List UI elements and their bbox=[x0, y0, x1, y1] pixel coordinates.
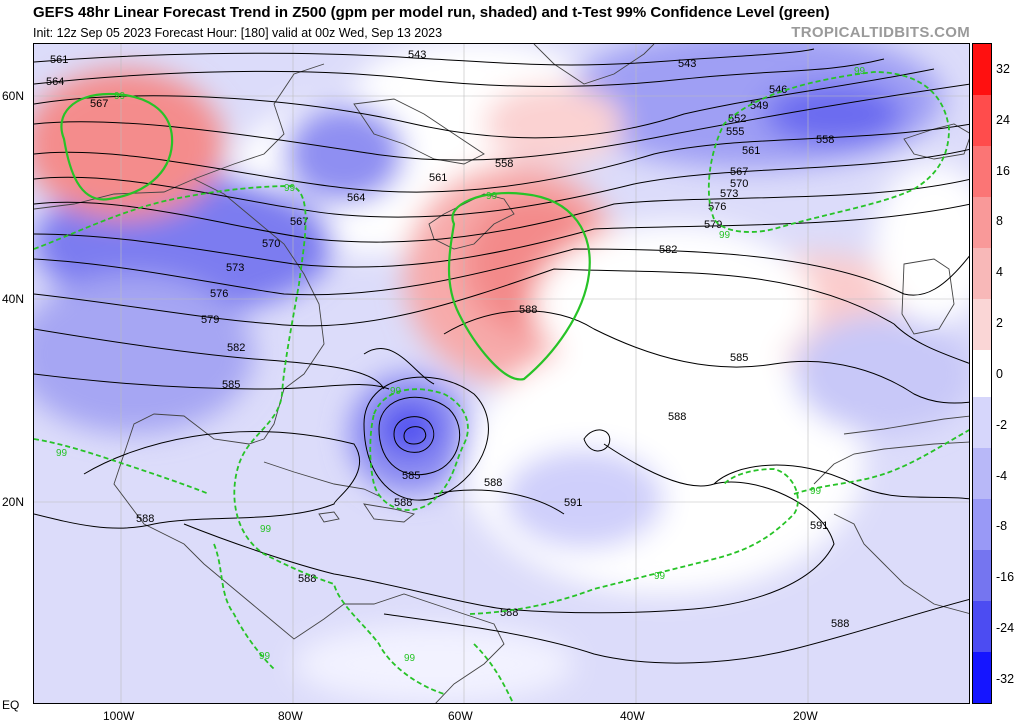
contour-label: 561 bbox=[429, 172, 447, 184]
colorbar-label: -32 bbox=[996, 672, 1015, 686]
lon-label-60w: 60W bbox=[448, 709, 473, 723]
contour-label: 567 bbox=[730, 166, 748, 178]
colorbar-label: -24 bbox=[996, 621, 1015, 635]
significance-label: 99 bbox=[114, 91, 126, 102]
chart-title: GEFS 48hr Linear Forecast Trend in Z500 … bbox=[33, 4, 830, 21]
contour-label: 588 bbox=[298, 573, 316, 585]
chart-subtitle: Init: 12z Sep 05 2023 Forecast Hour: [18… bbox=[33, 26, 443, 40]
colorbar-swatch bbox=[973, 448, 991, 499]
contour-label: 585 bbox=[730, 352, 748, 364]
contour-label: 558 bbox=[495, 158, 513, 170]
significance-label: 99 bbox=[719, 230, 731, 241]
colorbar-label: -16 bbox=[996, 570, 1015, 584]
contour-label: 582 bbox=[659, 244, 677, 256]
contour-label: 543 bbox=[678, 58, 696, 70]
contour-label: 567 bbox=[90, 98, 108, 110]
contour-label: 591 bbox=[810, 520, 828, 532]
colorbar-label: -2 bbox=[996, 418, 1008, 432]
colorbar-swatch bbox=[973, 146, 991, 197]
significance-label: 99 bbox=[56, 448, 68, 459]
contour-label: 570 bbox=[730, 178, 748, 190]
contour-label: 588 bbox=[831, 618, 849, 630]
contour-label: 588 bbox=[136, 513, 154, 525]
significance-label: 99 bbox=[404, 653, 416, 664]
significance-label: 99 bbox=[810, 486, 822, 497]
contour-label: 588 bbox=[500, 607, 518, 619]
colorbar-swatch bbox=[973, 550, 991, 601]
colorbar-swatch bbox=[973, 197, 991, 248]
contour-label: 543 bbox=[408, 49, 426, 61]
colorbar-label: -8 bbox=[996, 519, 1008, 533]
contour-label: 567 bbox=[290, 216, 308, 228]
contour-label: 588 bbox=[484, 477, 502, 489]
significance-label: 99 bbox=[260, 524, 272, 535]
contour-label: 588 bbox=[394, 497, 412, 509]
contour-label: 558 bbox=[816, 134, 834, 146]
colorbar bbox=[972, 43, 992, 704]
lon-label-40w: 40W bbox=[620, 709, 645, 723]
significance-label: 99 bbox=[854, 66, 866, 77]
lat-label-eq: EQ bbox=[2, 698, 20, 712]
graticule bbox=[34, 44, 969, 703]
colorbar-label: 0 bbox=[996, 367, 1003, 381]
colorbar-swatch bbox=[973, 397, 991, 448]
colorbar-swatch bbox=[973, 299, 991, 350]
lat-label-60n: 60N bbox=[2, 89, 25, 103]
colorbar-swatch bbox=[973, 499, 991, 550]
trend-shading bbox=[34, 44, 969, 703]
colorbar-label: 2 bbox=[996, 316, 1003, 330]
colorbar-label: 4 bbox=[996, 265, 1003, 279]
contour-label: 591 bbox=[564, 497, 582, 509]
forecast-map[interactable]: 543 543 546 549 552 555 558 558 561 561 … bbox=[33, 43, 970, 704]
contour-label: 564 bbox=[46, 76, 64, 88]
contour-label: 573 bbox=[226, 262, 244, 274]
contour-label: 546 bbox=[769, 84, 787, 96]
significance-label: 99 bbox=[259, 651, 271, 662]
colorbar-label: 8 bbox=[996, 214, 1003, 228]
significance-solid bbox=[60, 92, 591, 381]
colorbar-swatch bbox=[973, 601, 991, 652]
lat-label-40n: 40N bbox=[2, 292, 25, 306]
contour-label: 579 bbox=[201, 314, 219, 326]
colorbar-swatch bbox=[973, 248, 991, 299]
colorbar-label: -4 bbox=[996, 469, 1008, 483]
contour-label: 588 bbox=[668, 411, 686, 423]
map-svg: 543 543 546 549 552 555 558 558 561 561 … bbox=[34, 44, 969, 703]
contour-label: 564 bbox=[347, 192, 365, 204]
contour-label: 561 bbox=[742, 145, 760, 157]
contour-label: 570 bbox=[262, 238, 280, 250]
height-contours bbox=[34, 48, 969, 664]
significance-label: 99 bbox=[654, 571, 666, 582]
contour-label: 582 bbox=[227, 342, 245, 354]
significance-label: 99 bbox=[284, 183, 296, 194]
contour-label: 549 bbox=[750, 100, 768, 112]
contour-label: 576 bbox=[708, 201, 726, 213]
colorbar-swatch bbox=[973, 44, 991, 95]
significance-dashed bbox=[34, 71, 969, 703]
lat-label-20n: 20N bbox=[2, 495, 25, 509]
significance-label: 99 bbox=[390, 386, 402, 397]
contour-label: 585 bbox=[222, 379, 240, 391]
lon-label-20w: 20W bbox=[793, 709, 818, 723]
contour-label: 588 bbox=[519, 304, 537, 316]
significance-label: 99 bbox=[486, 191, 498, 202]
contour-label: 552 bbox=[728, 113, 746, 125]
contour-label: 555 bbox=[726, 126, 744, 138]
contour-label: 579 bbox=[704, 219, 722, 231]
lon-label-100w: 100W bbox=[103, 709, 135, 723]
colorbar-label: 32 bbox=[996, 62, 1010, 76]
contour-label: 585 bbox=[402, 470, 420, 482]
colorbar-swatch bbox=[973, 350, 991, 397]
colorbar-swatch bbox=[973, 95, 991, 146]
coastlines bbox=[34, 44, 969, 703]
lon-label-80w: 80W bbox=[278, 709, 303, 723]
colorbar-swatch bbox=[973, 652, 991, 703]
colorbar-label: 16 bbox=[996, 164, 1010, 178]
contour-label: 561 bbox=[50, 54, 68, 66]
colorbar-label: 24 bbox=[996, 113, 1010, 127]
contour-label: 576 bbox=[210, 288, 228, 300]
brand-watermark[interactable]: TROPICALTIDBITS.COM bbox=[791, 24, 970, 41]
contour-label: 573 bbox=[720, 188, 738, 200]
significance-label-group: 99 99 99 99 99 99 99 99 99 99 99 99 bbox=[56, 66, 866, 664]
